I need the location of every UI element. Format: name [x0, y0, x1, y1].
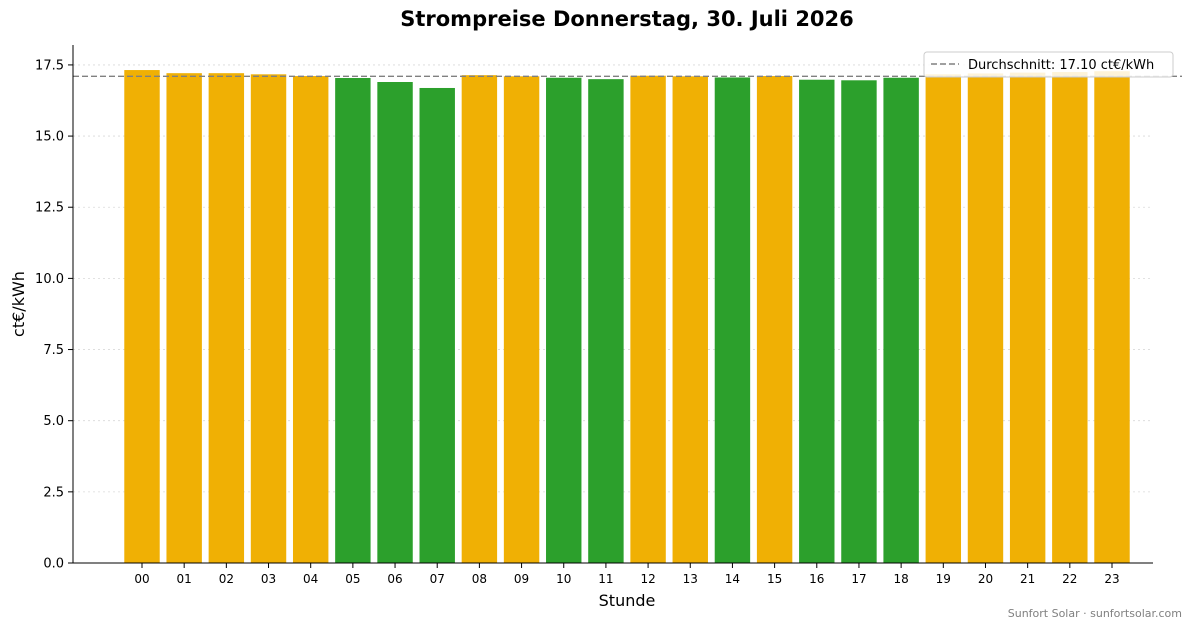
- bar-hour-17: [841, 80, 877, 564]
- bar-hour-18: [883, 77, 919, 563]
- x-tick-label: 13: [683, 572, 698, 586]
- bar-hour-02: [208, 73, 245, 563]
- x-tick-label: 14: [725, 572, 740, 586]
- x-tick-label: 20: [978, 572, 993, 586]
- bar-hour-14: [714, 77, 751, 563]
- x-tick-label: 04: [303, 572, 318, 586]
- x-tick-label: 16: [809, 572, 824, 586]
- x-ticks: 00 01 02 03 04 05 06 07 08 09 10 11 12 13 14 15 16 17 18 19…: [134, 563, 1120, 586]
- legend-entry-average: Durchschnitt: 17.10 ct€/kWh: [968, 58, 1154, 73]
- y-tick-label: 17.5: [35, 58, 64, 73]
- bar-hour-10: [546, 77, 582, 563]
- y-tick-label: 5.0: [43, 414, 64, 429]
- y-tick-label: 2.5: [43, 485, 64, 500]
- bar-hour-15: [756, 76, 793, 564]
- y-tick-label: 7.5: [43, 343, 64, 358]
- y-tick-label: 12.5: [35, 201, 64, 216]
- bar-hour-16: [799, 79, 835, 563]
- bar-hour-21: [1009, 72, 1046, 563]
- x-tick-label: 05: [345, 572, 360, 586]
- x-tick-label: 03: [261, 572, 276, 586]
- x-tick-label: 00: [134, 572, 149, 586]
- y-tick-label: 10.0: [35, 272, 64, 287]
- x-tick-label: 21: [1020, 572, 1035, 586]
- x-tick-label: 15: [767, 572, 782, 586]
- x-tick-label: 18: [893, 572, 908, 586]
- bar-hour-05: [335, 78, 371, 563]
- bar-hour-20: [967, 73, 1004, 563]
- x-tick-label: 22: [1062, 572, 1077, 586]
- x-tick-label: 19: [936, 572, 951, 586]
- x-axis-label: Stunde: [599, 591, 656, 610]
- x-tick-label: 10: [556, 572, 571, 586]
- bar-hour-03: [250, 74, 287, 564]
- x-tick-label: 02: [219, 572, 234, 586]
- y-ticks: 0.0 2.5 5.0 7.5 10.0 12.5 15.0 17.5: [35, 58, 73, 572]
- y-tick-label: 15.0: [35, 130, 64, 145]
- x-tick-label: 11: [598, 572, 613, 586]
- bar-hour-08: [461, 75, 498, 564]
- x-tick-label: 06: [387, 572, 402, 586]
- x-tick-label: 12: [640, 572, 655, 586]
- x-tick-label: 07: [430, 572, 445, 586]
- bar-hour-22: [1052, 72, 1088, 564]
- x-tick-label: 23: [1104, 572, 1119, 586]
- y-axis-label: ct€/kWh: [9, 271, 28, 337]
- legend: Durchschnitt: 17.10 ct€/kWh: [923, 51, 1174, 78]
- x-tick-label: 08: [472, 572, 487, 586]
- footer-credit: Sunfort Solar · sunfortsolar.com: [1008, 607, 1182, 620]
- x-tick-label: 17: [851, 572, 866, 586]
- chart-title: Strompreise Donnerstag, 30. Juli 2026: [400, 7, 854, 31]
- bar-hour-01: [166, 73, 202, 563]
- bar-hour-06: [377, 82, 413, 563]
- x-tick-label: 01: [177, 572, 192, 586]
- bar-hour-23: [1094, 71, 1130, 563]
- y-tick-label: 0.0: [43, 557, 64, 572]
- bar-hour-11: [588, 79, 624, 564]
- bar-hour-04: [292, 76, 329, 564]
- bar-hour-00: [124, 70, 160, 564]
- bar-hour-09: [503, 76, 540, 564]
- x-tick-label: 09: [514, 572, 529, 586]
- bars-group: [124, 70, 1130, 564]
- bar-hour-13: [672, 76, 708, 564]
- bar-hour-12: [630, 75, 666, 563]
- bar-hour-19: [925, 74, 962, 564]
- bar-hour-07: [419, 87, 455, 563]
- legend-box: [923, 51, 1174, 78]
